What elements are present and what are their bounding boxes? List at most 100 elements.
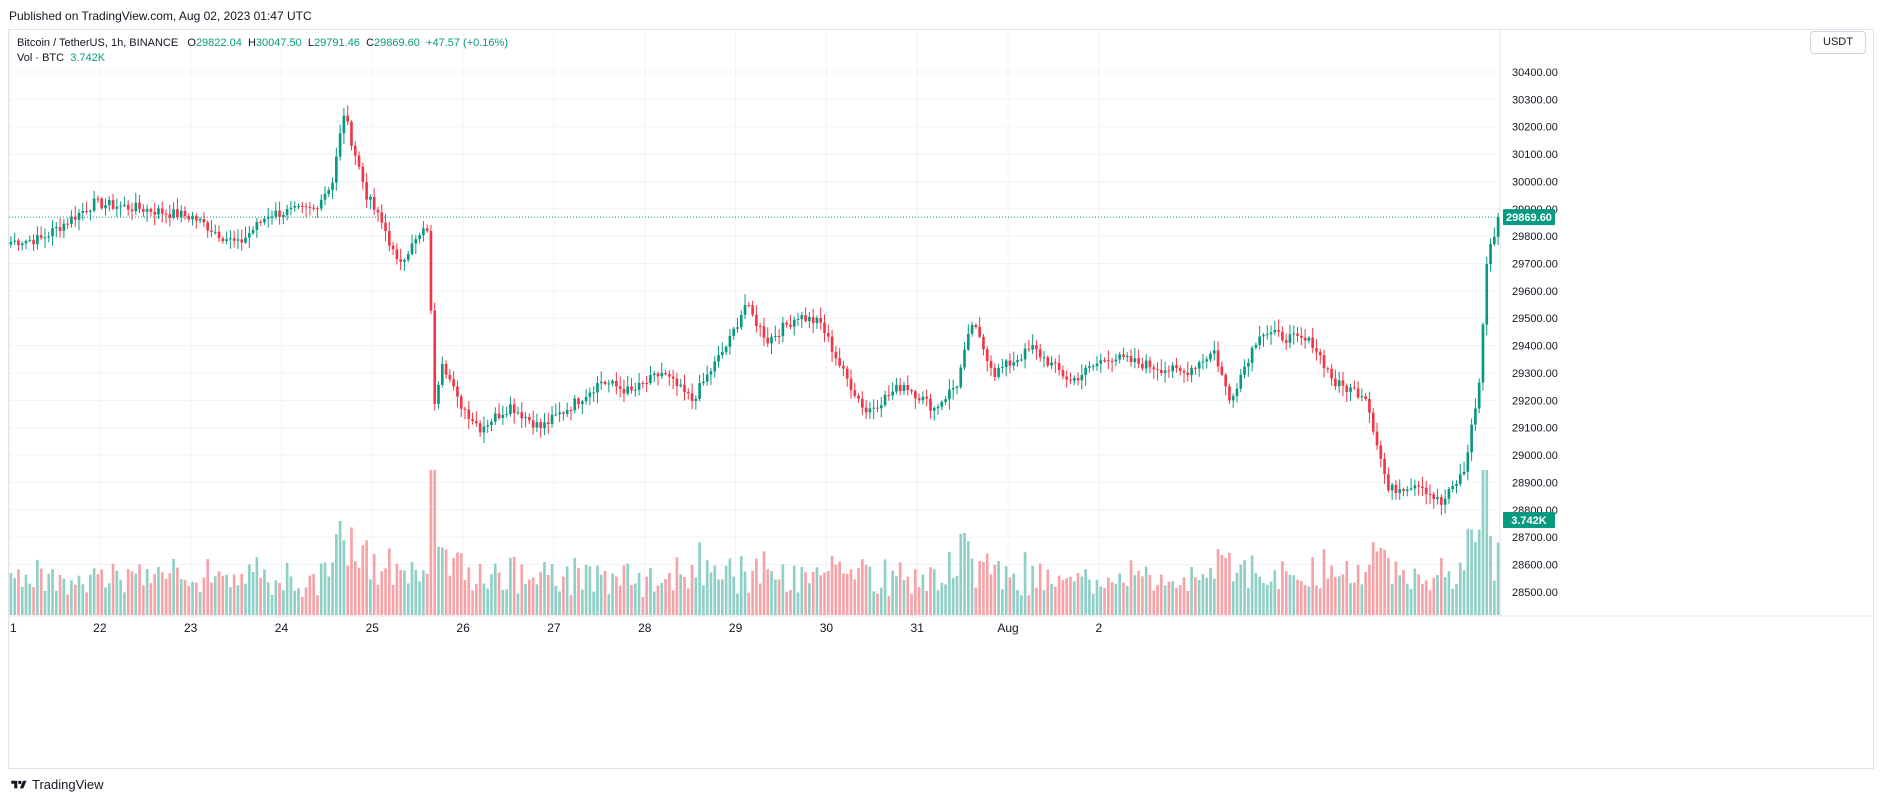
volume-bar	[1228, 552, 1231, 615]
volume-bar	[130, 571, 134, 615]
volume-legend: Vol · BTC 3.742K	[17, 52, 105, 64]
candle-body	[414, 239, 418, 244]
volume-bar	[679, 574, 683, 615]
candle-body	[1485, 263, 1489, 325]
currency-button[interactable]: USDT	[1810, 31, 1866, 54]
volume-bar	[323, 562, 327, 615]
candle-body	[1432, 494, 1436, 500]
open-value: 29822.04	[195, 37, 242, 49]
close-value: 29869.60	[374, 37, 420, 49]
candle-body	[244, 237, 247, 243]
volume-bar	[1171, 581, 1174, 615]
volume-bar	[637, 572, 641, 615]
candle-body	[1046, 357, 1050, 366]
candle-body	[845, 368, 849, 379]
candle-body	[77, 212, 81, 220]
time-tick-label: 25	[366, 621, 380, 635]
candle-body	[1235, 388, 1239, 397]
candle-body	[96, 198, 100, 200]
candle-body	[501, 414, 505, 418]
volume-bar	[353, 561, 357, 615]
volume-bar	[951, 578, 955, 615]
volume-bar	[1194, 577, 1197, 615]
volume-bar	[558, 591, 561, 615]
candle-body	[633, 389, 637, 391]
volume-bar	[425, 573, 429, 615]
volume-bar	[1152, 590, 1156, 615]
price-axis: 28500.0028600.0028700.0028800.0028900.00…	[9, 30, 1873, 617]
last-volume-badge-bg	[1503, 512, 1555, 528]
volume-bar	[792, 565, 796, 615]
candle-body	[1296, 333, 1299, 336]
volume-bar	[516, 593, 520, 615]
candle-body	[1171, 365, 1174, 372]
time-tick-label: 31	[911, 621, 925, 635]
candle-body	[758, 326, 762, 328]
volume-bar	[724, 565, 728, 615]
candle-body	[948, 389, 951, 400]
candle-body	[217, 231, 221, 239]
candle-body	[739, 314, 743, 328]
volume-bar	[1368, 564, 1371, 615]
volume-bar	[365, 540, 368, 615]
price-tick-label: 29200.00	[1512, 395, 1558, 407]
volume-bar	[36, 559, 39, 615]
volume-bar	[482, 583, 486, 615]
candle-body	[539, 422, 543, 429]
candle-body	[743, 304, 747, 315]
volume-bar	[1277, 589, 1280, 615]
candle-body	[925, 396, 929, 399]
volume-bar	[656, 585, 660, 615]
volume-bar	[804, 572, 807, 615]
candle-body	[694, 398, 698, 401]
candle-body	[1186, 372, 1190, 376]
candle-body	[792, 319, 796, 327]
candle-body	[24, 240, 28, 244]
candle-body	[1466, 452, 1470, 472]
volume-bar	[1424, 580, 1428, 615]
candle-body	[463, 408, 467, 410]
volume-bar	[357, 567, 361, 615]
candle-body	[1004, 360, 1008, 368]
candle-body	[558, 412, 561, 415]
volume-bar	[1099, 586, 1103, 615]
volume-bar	[1292, 575, 1296, 615]
candle-body	[592, 392, 595, 394]
candle-body	[565, 410, 569, 414]
candle-body	[406, 253, 410, 260]
candle-body	[1194, 367, 1197, 369]
volume-bar	[153, 573, 157, 615]
candle-body	[762, 326, 766, 338]
volume-bar	[1398, 575, 1402, 615]
volume-bar	[1216, 549, 1220, 615]
candle-body	[308, 207, 312, 209]
volume-bar	[743, 571, 747, 615]
volume-bar	[399, 570, 402, 615]
candle-body	[887, 394, 891, 396]
candle-body	[274, 210, 278, 217]
candle-body	[335, 156, 338, 183]
candle-body	[895, 384, 898, 392]
symbol-title: Bitcoin / TetherUS, 1h, BINANCE	[17, 37, 179, 49]
candle-body	[686, 392, 690, 394]
candle-body	[1436, 497, 1439, 500]
candle-body	[493, 413, 497, 422]
volume-bar	[1209, 567, 1212, 615]
candle-body	[1311, 337, 1315, 349]
volume-bar	[384, 568, 387, 615]
candle-body	[747, 304, 751, 306]
volume-bar	[959, 534, 963, 615]
candle-body	[1387, 474, 1390, 491]
candle-body	[47, 236, 51, 238]
close-label: C	[366, 37, 375, 49]
volume-bar	[104, 587, 107, 615]
candle-body	[236, 239, 240, 241]
candle-body	[387, 231, 391, 246]
volume-bar	[100, 569, 104, 615]
volume-bar	[1428, 590, 1432, 615]
candle-body	[1027, 348, 1031, 350]
candle-body	[1424, 487, 1428, 495]
candle-body	[898, 384, 902, 391]
candle-body	[868, 408, 872, 413]
